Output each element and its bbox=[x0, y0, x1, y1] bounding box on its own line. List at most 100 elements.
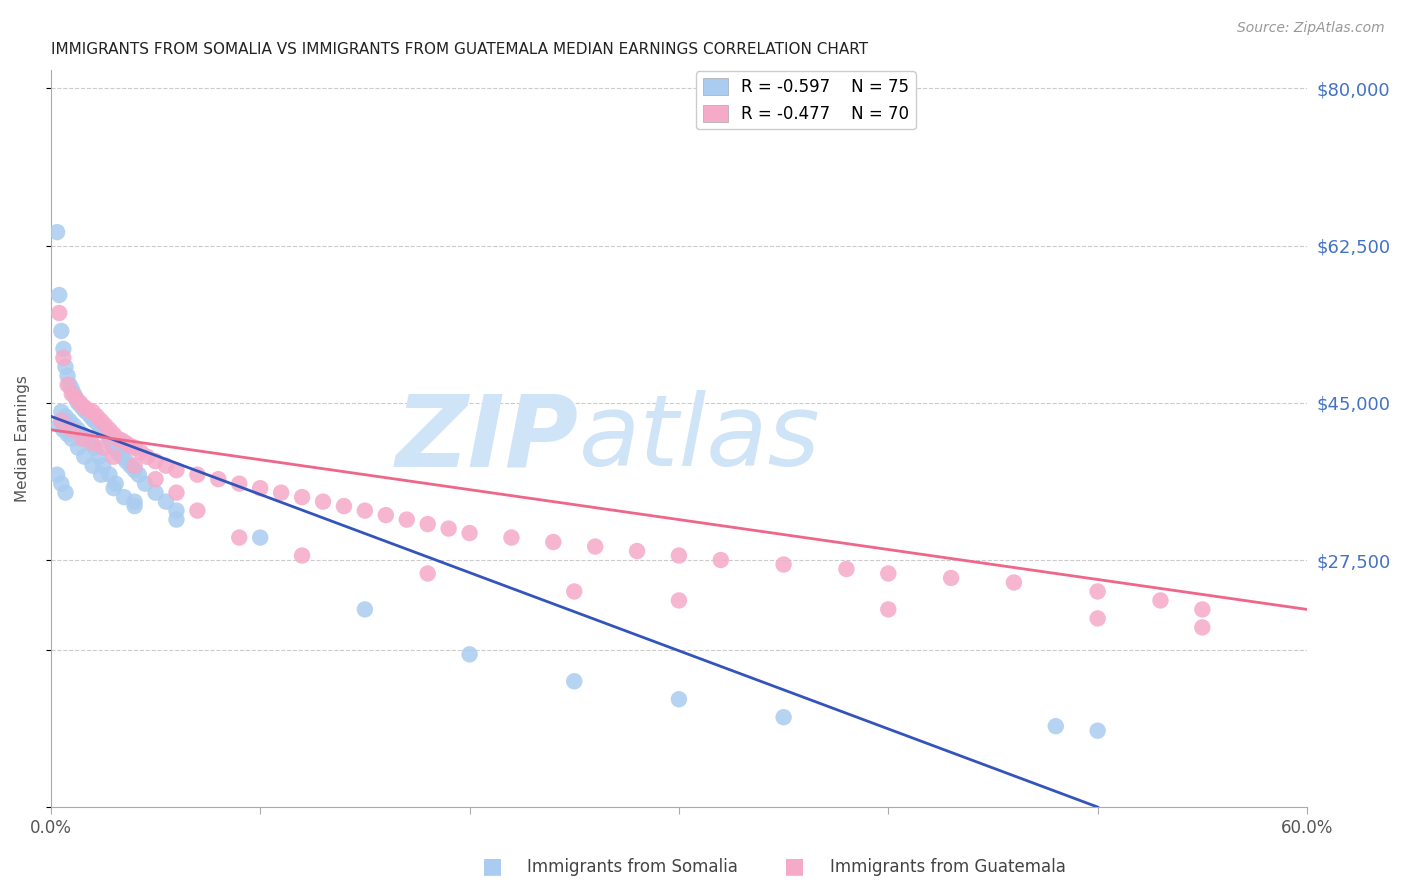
Point bbox=[75, 432, 97, 446]
Point bbox=[65, 392, 87, 406]
Point bbox=[79, 409, 101, 424]
Text: atlas: atlas bbox=[578, 390, 820, 487]
Point bbox=[668, 593, 690, 607]
Point bbox=[395, 512, 418, 526]
Text: Immigrants from Somalia: Immigrants from Somalia bbox=[527, 858, 738, 876]
Point bbox=[165, 463, 187, 477]
Point bbox=[583, 540, 606, 554]
Point bbox=[291, 549, 314, 563]
Point bbox=[249, 531, 271, 545]
Point bbox=[115, 436, 138, 450]
Point bbox=[134, 476, 156, 491]
Point bbox=[165, 512, 187, 526]
Point bbox=[103, 450, 125, 464]
Point bbox=[228, 531, 250, 545]
Point bbox=[668, 549, 690, 563]
Point bbox=[668, 692, 690, 706]
Point bbox=[312, 494, 335, 508]
Point bbox=[437, 522, 460, 536]
Point bbox=[59, 377, 82, 392]
Point bbox=[107, 445, 129, 459]
Point bbox=[77, 403, 100, 417]
Point bbox=[128, 467, 150, 482]
Y-axis label: Median Earnings: Median Earnings bbox=[15, 376, 30, 502]
Point bbox=[103, 427, 125, 442]
Text: ■: ■ bbox=[785, 856, 804, 876]
Point bbox=[77, 407, 100, 421]
Point bbox=[90, 467, 112, 482]
Point bbox=[91, 441, 114, 455]
Point bbox=[416, 566, 439, 581]
Point bbox=[145, 472, 167, 486]
Point bbox=[60, 423, 83, 437]
Point bbox=[73, 450, 96, 464]
Point bbox=[374, 508, 396, 522]
Text: ZIP: ZIP bbox=[395, 390, 578, 487]
Point bbox=[55, 485, 77, 500]
Point bbox=[103, 441, 125, 455]
Point bbox=[1191, 602, 1213, 616]
Point bbox=[73, 401, 96, 415]
Text: ■: ■ bbox=[482, 856, 502, 876]
Point bbox=[63, 418, 86, 433]
Point bbox=[186, 467, 208, 482]
Point bbox=[69, 396, 91, 410]
Point bbox=[67, 423, 90, 437]
Point bbox=[67, 441, 90, 455]
Point bbox=[73, 403, 96, 417]
Point bbox=[155, 494, 177, 508]
Point bbox=[835, 562, 858, 576]
Point bbox=[103, 481, 125, 495]
Point bbox=[94, 418, 117, 433]
Legend: R = -0.597    N = 75, R = -0.477    N = 70: R = -0.597 N = 75, R = -0.477 N = 70 bbox=[696, 71, 915, 129]
Point bbox=[562, 584, 585, 599]
Point bbox=[228, 476, 250, 491]
Point bbox=[165, 485, 187, 500]
Point bbox=[145, 485, 167, 500]
Point bbox=[877, 566, 900, 581]
Point bbox=[562, 674, 585, 689]
Point bbox=[501, 531, 523, 545]
Point bbox=[60, 382, 83, 396]
Point bbox=[291, 490, 314, 504]
Point bbox=[111, 434, 134, 448]
Point bbox=[145, 454, 167, 468]
Point bbox=[1002, 575, 1025, 590]
Point bbox=[48, 288, 70, 302]
Point bbox=[112, 490, 135, 504]
Text: Immigrants from Guatemala: Immigrants from Guatemala bbox=[830, 858, 1066, 876]
Point bbox=[98, 432, 121, 446]
Point bbox=[82, 458, 104, 473]
Point bbox=[124, 499, 146, 513]
Point bbox=[124, 463, 146, 477]
Point bbox=[124, 494, 146, 508]
Point bbox=[51, 414, 73, 428]
Point bbox=[55, 409, 77, 424]
Point bbox=[1149, 593, 1171, 607]
Point bbox=[60, 387, 83, 401]
Point bbox=[120, 458, 142, 473]
Point bbox=[52, 342, 75, 356]
Point bbox=[46, 467, 69, 482]
Point bbox=[458, 526, 481, 541]
Point bbox=[55, 359, 77, 374]
Point bbox=[90, 421, 112, 435]
Point bbox=[79, 436, 101, 450]
Point bbox=[165, 503, 187, 517]
Point bbox=[877, 602, 900, 616]
Point bbox=[136, 450, 159, 464]
Point bbox=[91, 458, 114, 473]
Point bbox=[70, 401, 93, 415]
Point bbox=[56, 377, 79, 392]
Point bbox=[94, 425, 117, 439]
Point bbox=[416, 517, 439, 532]
Point bbox=[1191, 620, 1213, 634]
Point bbox=[56, 368, 79, 383]
Point bbox=[124, 441, 146, 455]
Text: Source: ZipAtlas.com: Source: ZipAtlas.com bbox=[1237, 21, 1385, 35]
Point bbox=[87, 418, 110, 433]
Point bbox=[59, 414, 82, 428]
Point bbox=[51, 476, 73, 491]
Point bbox=[354, 602, 377, 616]
Point bbox=[70, 427, 93, 442]
